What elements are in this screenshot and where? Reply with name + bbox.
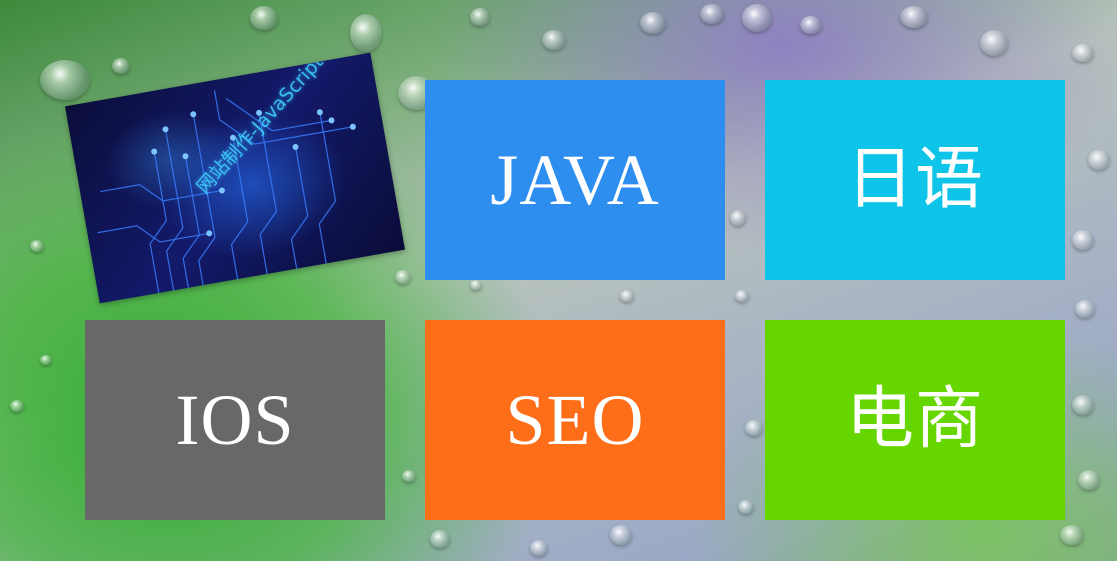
raindrop	[1088, 150, 1110, 170]
tile-ios[interactable]: IOS	[85, 320, 385, 520]
raindrop	[735, 290, 749, 302]
raindrop	[112, 58, 130, 74]
featured-javascript-image[interactable]: 网站制作-JavaScript	[64, 52, 406, 304]
raindrop	[640, 12, 666, 34]
raindrop	[610, 525, 632, 545]
raindrop	[470, 280, 482, 290]
raindrop	[800, 16, 822, 34]
raindrop	[745, 420, 763, 436]
raindrop	[1075, 300, 1095, 318]
tile-ios-label: IOS	[175, 380, 295, 460]
raindrop	[530, 540, 548, 556]
raindrop	[250, 6, 278, 30]
raindrop	[402, 470, 416, 482]
raindrop	[900, 6, 928, 28]
raindrop	[1078, 470, 1100, 490]
raindrop	[395, 270, 411, 284]
raindrop	[980, 30, 1008, 56]
raindrop	[700, 4, 724, 24]
raindrop	[470, 8, 490, 26]
raindrop	[40, 355, 52, 365]
raindrop	[1072, 44, 1094, 62]
tile-ecommerce[interactable]: 电商	[765, 320, 1065, 520]
raindrop	[620, 290, 634, 302]
raindrop	[30, 240, 44, 252]
raindrop	[738, 500, 754, 514]
raindrop	[1060, 525, 1084, 545]
raindrop	[542, 30, 566, 50]
tile-japanese-label: 日语	[845, 140, 984, 219]
raindrop	[40, 60, 90, 100]
raindrop	[742, 4, 772, 32]
raindrop	[350, 14, 382, 52]
tile-seo[interactable]: SEO	[425, 320, 725, 520]
raindrop	[10, 400, 24, 412]
tile-java-label: JAVA	[490, 140, 660, 220]
tile-seo-label: SEO	[505, 380, 645, 460]
circuit-board-image	[97, 90, 356, 294]
raindrop	[1072, 395, 1094, 415]
tile-java[interactable]: JAVA	[425, 80, 725, 280]
raindrop	[430, 530, 450, 548]
raindrop	[1072, 230, 1094, 250]
tile-japanese[interactable]: 日语	[765, 80, 1065, 280]
tile-ecommerce-label: 电商	[845, 380, 984, 459]
raindrop	[730, 210, 746, 226]
